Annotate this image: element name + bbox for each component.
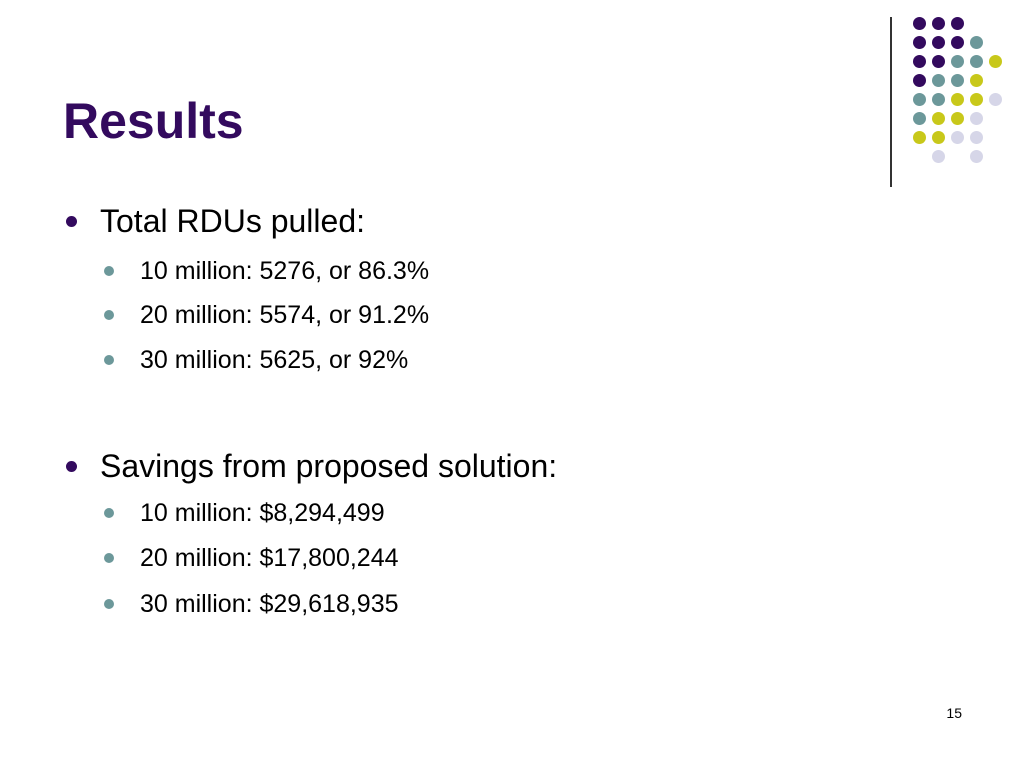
decorative-dot	[912, 16, 926, 30]
bullet-level2-icon	[104, 266, 114, 276]
decorative-dot	[931, 130, 945, 144]
decorative-dot	[950, 35, 964, 49]
decorative-dot	[969, 149, 983, 163]
bullet-level2-icon	[104, 599, 114, 609]
decorative-dot	[969, 111, 983, 125]
decorative-dot	[912, 92, 926, 106]
decorative-divider-line	[890, 17, 892, 187]
bullet-level1-icon	[66, 461, 77, 472]
decorative-dot	[950, 54, 964, 68]
decorative-dot	[931, 73, 945, 87]
decorative-dot	[931, 16, 945, 30]
section-heading-total-rdus: Total RDUs pulled:	[100, 203, 365, 239]
decorative-dot	[969, 54, 983, 68]
decorative-dot	[912, 73, 926, 87]
decorative-dot	[912, 111, 926, 125]
decorative-dot	[912, 54, 926, 68]
decorative-dot	[969, 73, 983, 87]
decorative-dot	[950, 73, 964, 87]
decorative-dot	[950, 92, 964, 106]
decorative-dot	[969, 92, 983, 106]
decorative-dot	[912, 35, 926, 49]
decorative-dot	[988, 54, 1002, 68]
list-item: 10 million: $8,294,499	[140, 499, 385, 527]
decorative-dot	[931, 35, 945, 49]
decorative-dot	[988, 92, 1002, 106]
decorative-dot	[931, 111, 945, 125]
bullet-level1-icon	[66, 216, 77, 227]
decorative-dot	[950, 111, 964, 125]
decorative-dot	[912, 130, 926, 144]
bullet-level2-icon	[104, 355, 114, 365]
slide-title: Results	[63, 93, 244, 149]
list-item: 30 million: $29,618,935	[140, 590, 399, 618]
decorative-dot	[950, 130, 964, 144]
list-item: 10 million: 5276, or 86.3%	[140, 257, 430, 285]
bullet-level2-icon	[104, 508, 114, 518]
page-number: 15	[946, 705, 962, 721]
bullet-level2-icon	[104, 553, 114, 563]
decorative-dot	[969, 130, 983, 144]
decorative-dot	[969, 35, 983, 49]
decorative-dot	[931, 54, 945, 68]
bullet-level2-icon	[104, 310, 114, 320]
section-heading-savings: Savings from proposed solution:	[100, 448, 558, 484]
list-item: 30 million: 5625, or 92%	[140, 346, 409, 374]
decorative-dot	[931, 149, 945, 163]
list-item: 20 million: 5574, or 91.2%	[140, 301, 430, 329]
decorative-dot	[950, 16, 964, 30]
list-item: 20 million: $17,800,244	[140, 544, 399, 572]
decorative-dot	[931, 92, 945, 106]
